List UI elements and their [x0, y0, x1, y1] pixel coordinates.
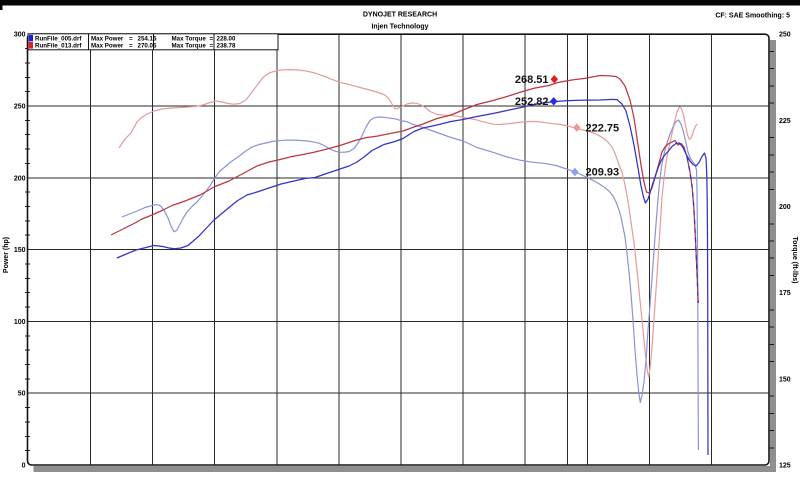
- svg-text:DYNOJET RESEARCH: DYNOJET RESEARCH: [363, 12, 437, 19]
- svg-text:228.00: 228.00: [217, 35, 236, 42]
- svg-text:=: =: [210, 35, 214, 42]
- svg-text:Max Power: Max Power: [91, 35, 124, 42]
- svg-text:252.82: 252.82: [515, 96, 549, 108]
- svg-text:238.78: 238.78: [217, 43, 236, 50]
- svg-text:Torque (ft-lbs): Torque (ft-lbs): [791, 237, 798, 284]
- svg-text:270.05: 270.05: [138, 43, 157, 50]
- svg-text:RunFile_005.drf: RunFile_005.drf: [35, 35, 82, 42]
- svg-text:209.93: 209.93: [586, 167, 620, 179]
- svg-text:Injen Technology: Injen Technology: [371, 24, 428, 31]
- svg-text:=: =: [129, 35, 133, 42]
- svg-text:200: 200: [779, 204, 791, 211]
- svg-text:200: 200: [14, 175, 26, 182]
- svg-text:RunFile_013.drf: RunFile_013.drf: [35, 43, 82, 50]
- svg-text:Max Power: Max Power: [91, 43, 124, 50]
- svg-text:250: 250: [779, 32, 791, 39]
- svg-text:CF: SAE Smoothing: 5: CF: SAE Smoothing: 5: [715, 13, 790, 20]
- svg-text:150: 150: [14, 247, 26, 254]
- svg-text:=: =: [129, 43, 133, 50]
- svg-text:100: 100: [14, 319, 26, 326]
- svg-text:50: 50: [18, 391, 26, 398]
- svg-text:300: 300: [14, 32, 26, 39]
- svg-text:=: =: [210, 43, 214, 50]
- svg-text:125: 125: [779, 463, 791, 470]
- svg-text:150: 150: [779, 376, 791, 383]
- svg-text:225: 225: [779, 118, 791, 125]
- svg-text:222.75: 222.75: [586, 122, 620, 134]
- svg-text:268.51: 268.51: [515, 74, 549, 86]
- svg-text:0: 0: [22, 463, 26, 470]
- svg-text:250: 250: [14, 104, 26, 111]
- svg-text:175: 175: [779, 290, 791, 297]
- svg-text:Max Torque: Max Torque: [172, 35, 207, 42]
- svg-text:Max Torque: Max Torque: [172, 43, 207, 50]
- svg-text:254.15: 254.15: [138, 35, 157, 42]
- svg-text:Power (hp): Power (hp): [3, 237, 10, 273]
